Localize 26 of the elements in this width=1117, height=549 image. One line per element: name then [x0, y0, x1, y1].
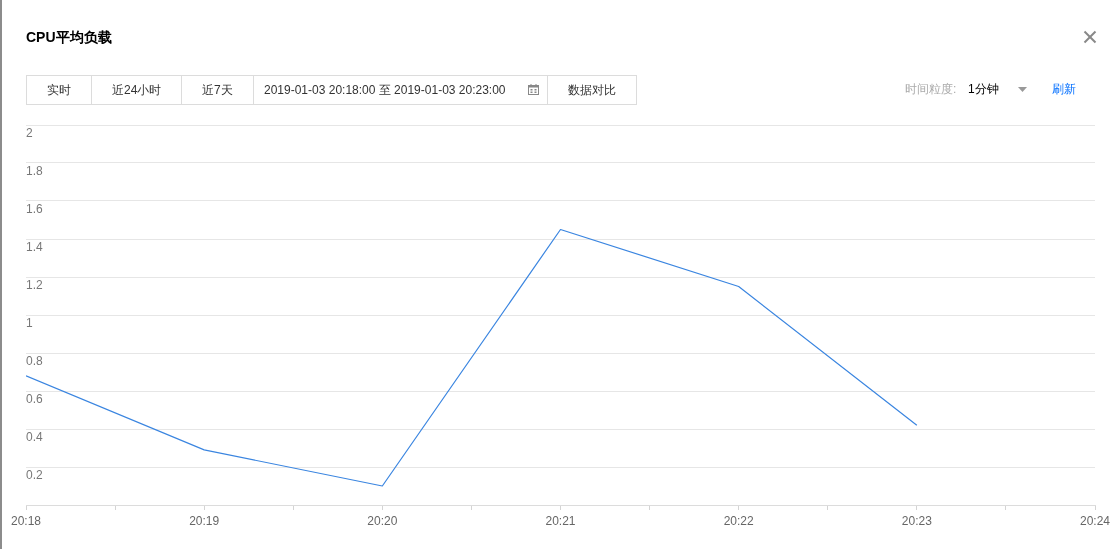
- text: 1分钟: [968, 81, 999, 97]
- y-tick-label: 1.8: [26, 164, 44, 179]
- y-tick-label: 1.6: [26, 202, 44, 217]
- text: 近24小时: [112, 82, 162, 98]
- x-tick-label: 20:19: [189, 513, 220, 528]
- text: 时间粒度:: [905, 81, 957, 97]
- x-tick-label: 20:21: [545, 513, 576, 528]
- y-tick-label: 0.4: [26, 430, 44, 445]
- y-tick-label: 1: [26, 316, 33, 331]
- text: 实时: [47, 82, 71, 98]
- chart-title: CPU平均负载: [26, 28, 112, 46]
- text: 近7天: [202, 82, 233, 98]
- y-tick-label: 2: [26, 126, 33, 141]
- y-tick-label: 0.2: [26, 468, 44, 483]
- y-tick-label: 1.2: [26, 278, 44, 293]
- text: 2019-01-03 20:18:00 至 2019-01-03 20:23:00: [264, 82, 506, 98]
- y-tick-label: 0.6: [26, 392, 44, 407]
- y-tick-label: 0.8: [26, 354, 44, 369]
- x-tick-label: 20:24: [1079, 513, 1111, 528]
- text: 数据对比: [568, 82, 616, 98]
- x-tick-label: 20:20: [367, 513, 398, 528]
- y-tick-label: 1.4: [26, 240, 44, 255]
- x-tick-label: 20:23: [901, 513, 933, 528]
- text: 刷新: [1052, 81, 1076, 97]
- x-tick-label: 20:22: [723, 513, 755, 528]
- x-tick-label: 20:18: [10, 513, 42, 528]
